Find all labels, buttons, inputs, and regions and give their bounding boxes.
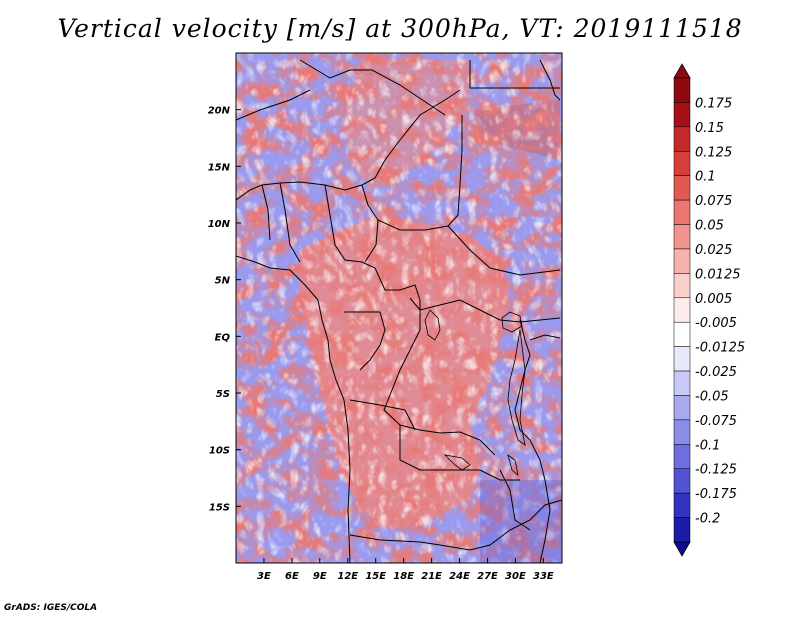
lat-tick-label: EQ <box>215 332 231 343</box>
colorbar-label: -0.025 <box>695 365 737 380</box>
colorbar-label: -0.175 <box>695 487 737 502</box>
lon-tick-label: 15E <box>365 571 386 582</box>
colorbar-swatch <box>673 346 691 372</box>
colorbar-label: 0.0125 <box>695 267 741 282</box>
colorbar-label: -0.125 <box>695 463 737 478</box>
colorbar-label: -0.05 <box>695 389 729 404</box>
lat-tick-label: 15N <box>208 162 231 173</box>
lon-tick-label: 33E <box>533 571 554 582</box>
lat-tick-label: 5S <box>216 389 230 400</box>
lon-tick-label: 21E <box>421 571 442 582</box>
colorbar-swatch <box>673 444 691 469</box>
colorbar-label: 0.125 <box>695 145 732 160</box>
grads-credit: GrADS: IGES/COLA <box>4 603 98 613</box>
lon-tick-label: 12E <box>337 571 358 582</box>
southern-blue-region <box>480 480 562 563</box>
colorbar-swatch <box>673 517 691 543</box>
colorbar: 0.175 0.15 0.125 0.1 0.075 0.05 0.025 0.0125 0.0… <box>673 63 745 557</box>
lat-tick-label: 20N <box>208 106 231 117</box>
colorbar-label: 0.005 <box>695 292 732 307</box>
colorbar-label: 0.075 <box>695 194 732 209</box>
colorbar-swatch <box>673 77 691 103</box>
lon-tick-label: 9E <box>313 571 327 582</box>
colorbar-swatch <box>673 321 691 347</box>
colorbar-swatch <box>673 224 691 250</box>
colorbar-swatch <box>673 395 691 421</box>
colorbar-label: 0.1 <box>695 170 716 185</box>
colorbar-swatch <box>673 248 691 274</box>
colorbar-swatch <box>673 151 691 176</box>
lakes <box>424 309 526 477</box>
colorbar-swatch <box>673 199 691 225</box>
colorbar-swatch <box>673 102 691 128</box>
lon-tick-label: 18E <box>393 571 414 582</box>
lon-tick-label: 3E <box>257 571 271 582</box>
lon-tick-label: 24E <box>449 571 470 582</box>
colorbar-swatch <box>673 273 691 299</box>
colorbar-top-arrow <box>673 63 691 79</box>
latitude-axis: 20N 15N 10N 5N EQ 5S 10S 15S <box>208 106 241 513</box>
lon-tick-label: 27E <box>477 571 498 582</box>
map-title: Vertical velocity [m/s] at 300hPa, VT: 2… <box>57 14 743 43</box>
colorbar-label: 0.175 <box>695 96 732 111</box>
lat-tick-label: 5N <box>215 276 231 287</box>
colorbar-label: -0.005 <box>695 316 737 331</box>
colorbar-swatch <box>673 370 691 396</box>
map-frame <box>235 52 563 564</box>
colorbar-label: -0.1 <box>695 438 720 453</box>
country-borders <box>236 59 562 563</box>
colorbar-swatch <box>673 126 691 152</box>
colorbar-label: -0.0125 <box>695 341 745 356</box>
lat-tick-label: 10S <box>209 446 230 457</box>
lon-tick-label: 30E <box>505 571 526 582</box>
lon-tick-label: 6E <box>285 571 299 582</box>
colorbar-swatch <box>673 419 691 445</box>
longitude-axis: 3E 6E 9E 12E 15E 18E 21E 24E 27E 30E 33E <box>257 558 554 582</box>
colorbar-swatch <box>673 175 691 201</box>
colorbar-bottom-arrow <box>673 541 691 557</box>
colorbar-label: -0.075 <box>695 414 737 429</box>
colorbar-label: 0.025 <box>695 243 732 258</box>
colorbar-label: 0.15 <box>695 121 724 136</box>
colorbar-swatch <box>673 468 691 494</box>
field-texture-white <box>236 53 562 563</box>
lat-tick-label: 15S <box>209 502 230 513</box>
colorbar-label: 0.05 <box>695 219 724 234</box>
colorbar-swatch <box>673 297 691 323</box>
colorbar-swatch <box>673 492 691 518</box>
lat-tick-label: 10N <box>208 219 231 230</box>
colorbar-label: -0.2 <box>695 512 720 527</box>
